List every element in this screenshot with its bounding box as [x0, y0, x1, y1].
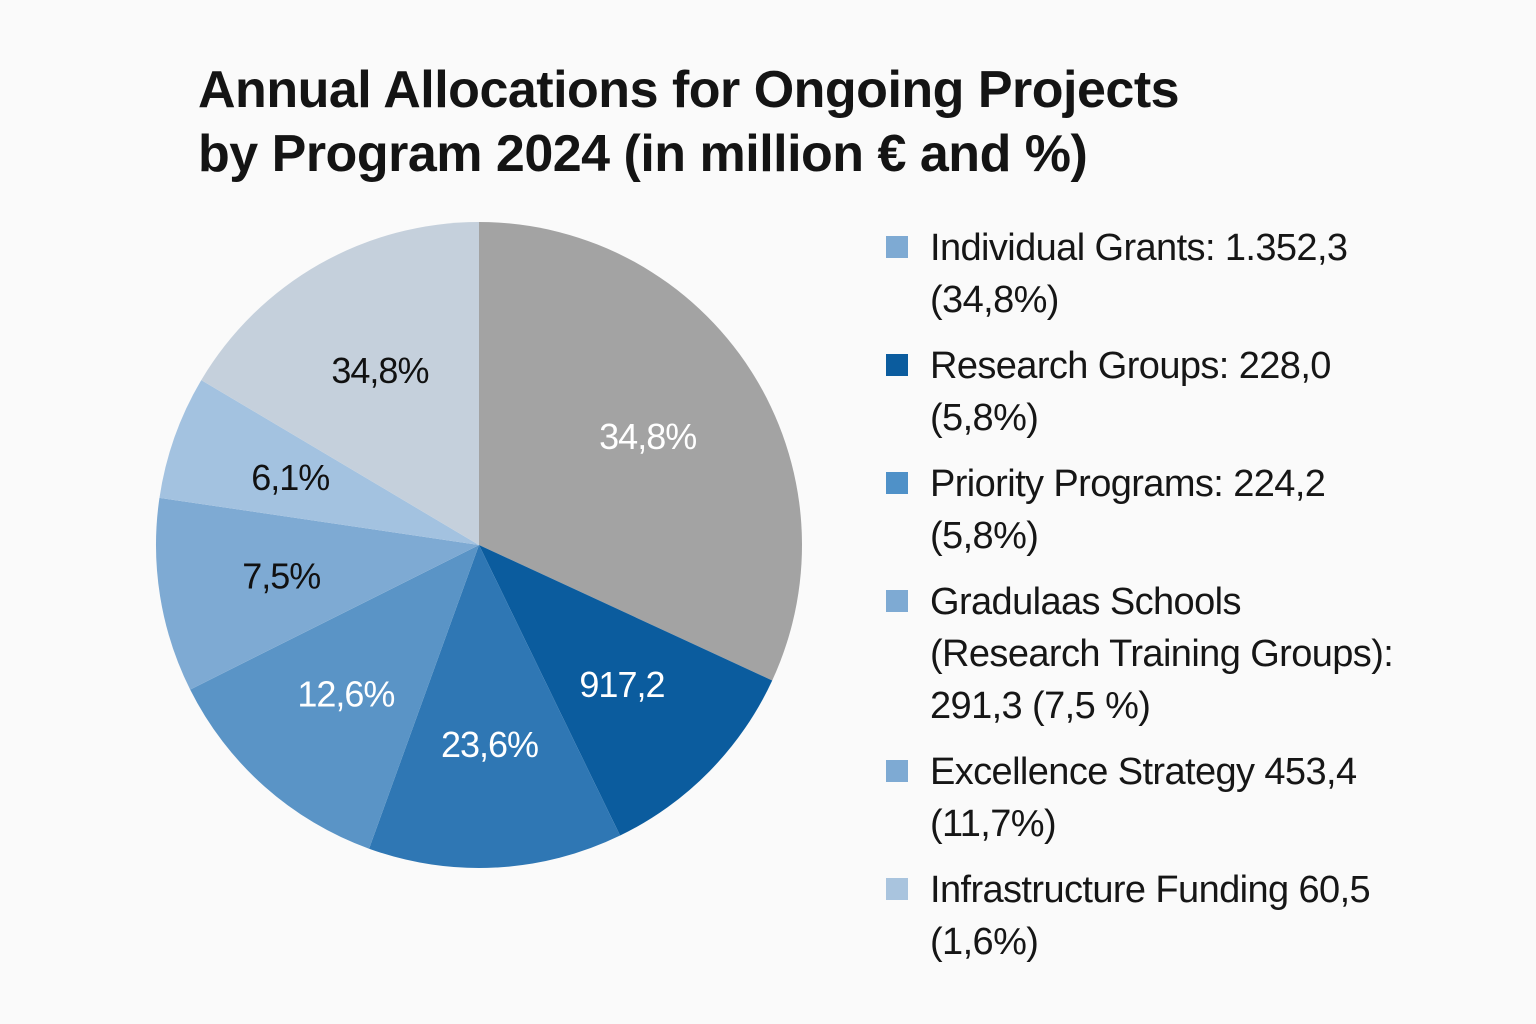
legend-swatch [886, 354, 908, 376]
legend-item: Individual Grants: 1.352,3 (34,8%) [886, 222, 1526, 326]
legend-label: Infrastructure Funding 60,5 (1,6%) [930, 869, 1371, 963]
legend-label: Gradulaas Schools (Research Training Gro… [930, 581, 1394, 727]
legend-swatch [886, 236, 908, 258]
legend: Individual Grants: 1.352,3 (34,8%) Resear… [886, 222, 1526, 982]
legend-item: Priority Programs: 224,2 (5,8%) [886, 458, 1526, 562]
legend-label: Individual Grants: 1.352,3 (34,8%) [930, 227, 1348, 321]
legend-swatch [886, 590, 908, 612]
legend-item: Infrastructure Funding 60,5 (1,6%) [886, 864, 1526, 968]
pie-slice [201, 221, 480, 545]
pie-slice [156, 497, 479, 690]
legend-item: Gradulaas Schools (Research Training Gro… [886, 576, 1526, 732]
chart-title-line-1: Annual Allocations for Ongoing Projects [198, 61, 1180, 119]
pie-chart: 34,8% 917,2 23,6% 12,6% 7,5% 6,1% 34,8% [156, 221, 802, 868]
pie-slice [159, 380, 480, 545]
legend-label: Excellence Strategy 453,4 (11,7%) [930, 751, 1357, 845]
chart-title-line-2: by Program 2024 (in million € and %) [198, 125, 1088, 183]
slice-label: 7,5% [242, 556, 320, 597]
chart-title: Annual Allocations for Ongoing Projects … [198, 58, 1398, 186]
legend-label: Priority Programs: 224,2 (5,8%) [930, 463, 1326, 557]
slice-label: 34,8% [331, 350, 428, 391]
pie-slice [479, 222, 802, 681]
pie-slice [190, 545, 480, 849]
pie-slice [479, 545, 773, 836]
legend-item: Research Groups: 228,0 (5,8%) [886, 340, 1526, 444]
slice-label: 917,2 [579, 664, 664, 705]
legend-swatch [886, 760, 908, 782]
slice-label: 34,8% [599, 416, 696, 457]
slice-label: 12,6% [297, 674, 394, 715]
legend-swatch [886, 878, 908, 900]
legend-swatch [886, 472, 908, 494]
pie-slice [369, 545, 621, 868]
slice-label: 6,1% [251, 457, 329, 498]
legend-item: Excellence Strategy 453,4 (11,7%) [886, 746, 1526, 850]
legend-label: Research Groups: 228,0 (5,8%) [930, 345, 1331, 439]
slice-label: 23,6% [441, 724, 538, 765]
